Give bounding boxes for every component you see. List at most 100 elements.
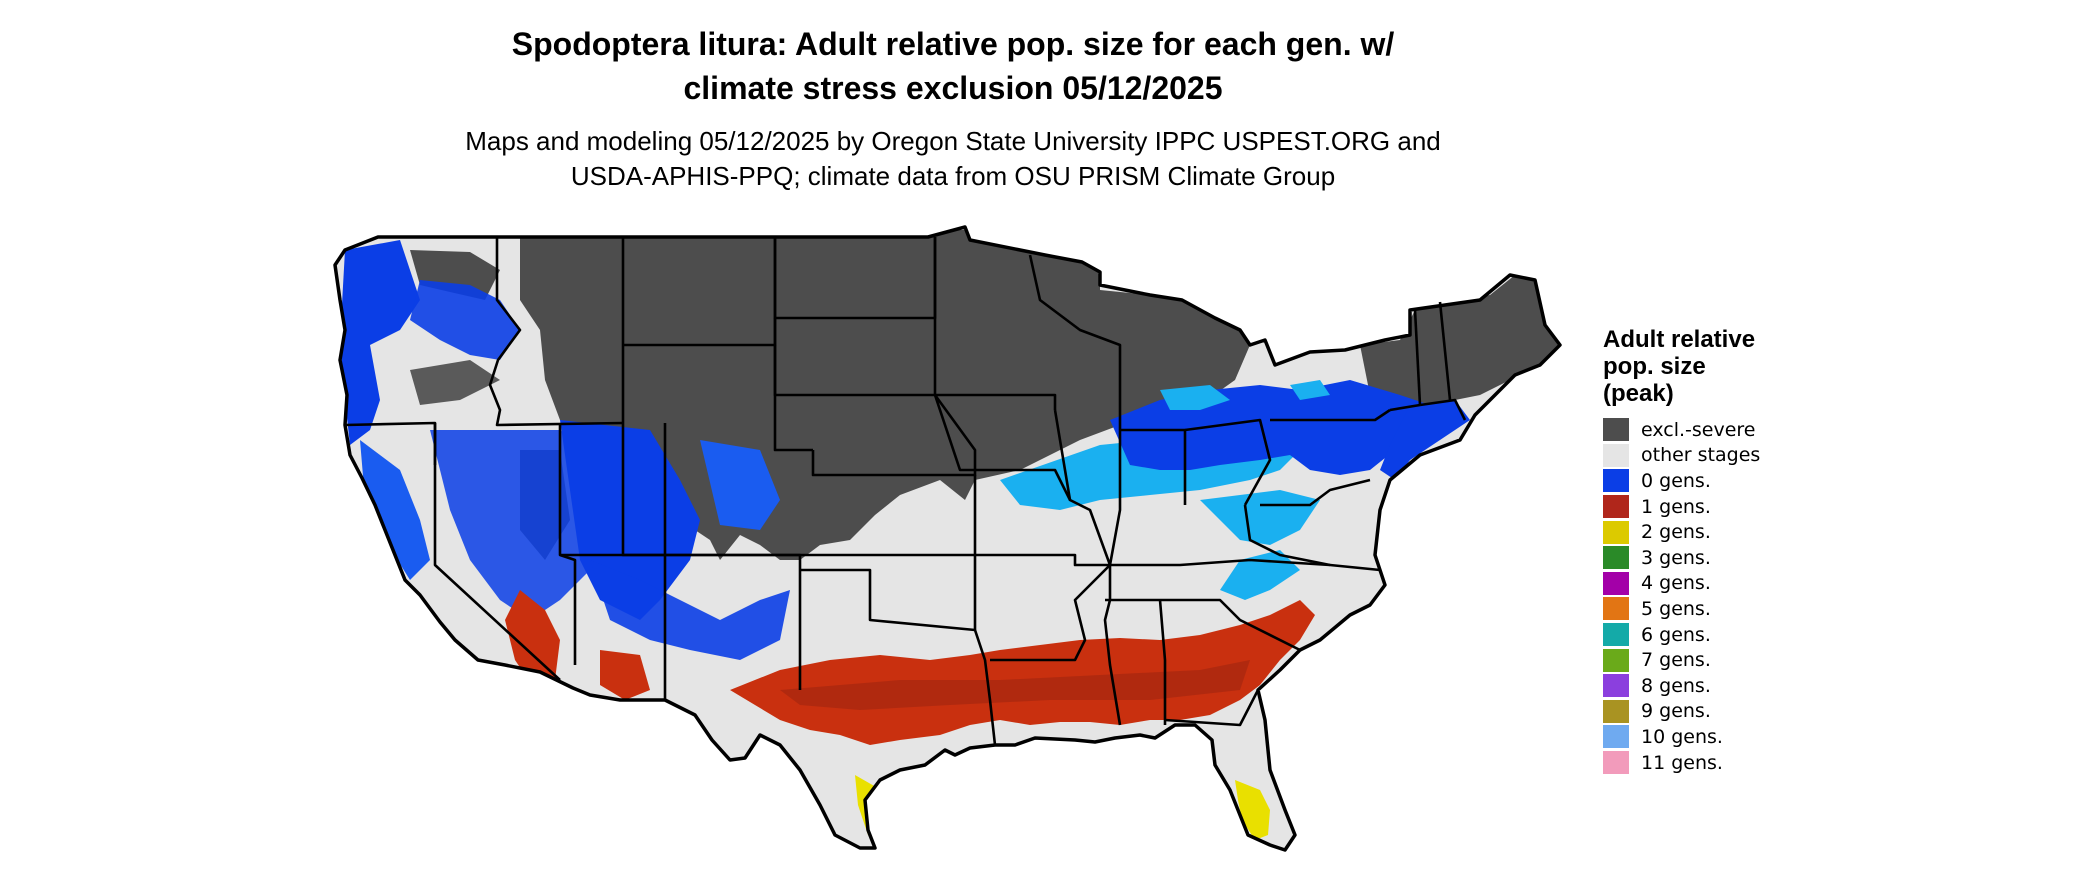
map-title: Spodoptera litura: Adult relative pop. s… — [0, 22, 1906, 110]
legend-item: 2 gens. — [1603, 519, 1823, 545]
legend-title-line-2: pop. size — [1603, 353, 1706, 380]
legend-item: 5 gens. — [1603, 596, 1823, 622]
border-ia-mo — [933, 394, 1072, 501]
legend-label: 2 gens. — [1641, 521, 1711, 544]
border-nv-ut-az — [558, 423, 577, 665]
legend-item: excl.-severe — [1603, 417, 1823, 443]
map-fill-layer — [335, 227, 1560, 850]
border-pa-md — [1260, 478, 1371, 507]
legend-item: 7 gens. — [1603, 647, 1823, 673]
legend-swatch — [1603, 674, 1629, 698]
border-vt-nh — [1413, 309, 1422, 406]
zero-gen-pacific-coast — [340, 240, 420, 445]
legend-title-line-1: Adult relative — [1603, 326, 1756, 353]
excluded-region-northeast — [1360, 275, 1560, 410]
legend-swatch — [1603, 469, 1629, 493]
map-title-line-1: Spodoptera litura: Adult relative pop. s… — [511, 26, 1395, 62]
zero-gen-colorado — [700, 440, 780, 530]
us-outline — [333, 225, 1562, 852]
legend-item: 8 gens. — [1603, 673, 1823, 699]
zero-gen-lake-erie — [1290, 380, 1330, 400]
border-il-in — [1053, 409, 1112, 566]
legend-label: 3 gens. — [1641, 546, 1711, 569]
border-ms-al — [1103, 565, 1122, 726]
legend-label: 10 gens. — [1641, 725, 1723, 748]
legend-label: 6 gens. — [1641, 623, 1711, 646]
legend-swatch — [1603, 648, 1629, 672]
border-nm-tx — [665, 553, 802, 690]
legend-swatch — [1603, 751, 1629, 775]
zero-gen-southwest — [590, 560, 790, 660]
legend-label: 1 gens. — [1641, 495, 1711, 518]
border-wi-mi — [1028, 254, 1122, 410]
legend-swatch — [1603, 699, 1629, 723]
legend-item: 0 gens. — [1603, 468, 1823, 494]
legend-label: other stages — [1641, 444, 1761, 467]
legend-swatch — [1603, 623, 1629, 647]
legend-swatch — [1603, 571, 1629, 595]
border-mo-ar — [975, 553, 1110, 567]
legend-label: 0 gens. — [1641, 469, 1711, 492]
chart-header: Spodoptera litura: Adult relative pop. s… — [0, 22, 1906, 194]
legend-swatch — [1603, 443, 1629, 467]
legend-item: 11 gens. — [1603, 750, 1823, 776]
border-pa-ny — [1270, 408, 1391, 422]
legend-label: 4 gens. — [1641, 572, 1711, 595]
legend-swatch — [1603, 546, 1629, 570]
map-title-line-2: climate stress exclusion 05/12/2025 — [683, 70, 1223, 106]
legend-swatch — [1603, 418, 1629, 442]
border-ma-ct — [1419, 398, 1467, 421]
border-mn-ia — [933, 237, 1057, 410]
border-il-west — [1108, 410, 1122, 566]
map-subtitle: Maps and modeling 05/12/2025 by Oregon S… — [0, 124, 1906, 194]
legend-item: 6 gens. — [1603, 622, 1823, 648]
border-tn-ga-sc — [1105, 598, 1301, 652]
legend-item: 1 gens. — [1603, 494, 1823, 520]
border-nh-me — [1438, 301, 1452, 401]
map-subtitle-line-1: Maps and modeling 05/12/2025 by Oregon S… — [465, 126, 1441, 156]
map-subtitle-line-2: USDA-APHIS-PPQ; climate data from OSU PR… — [570, 161, 1336, 191]
legend-item: 9 gens. — [1603, 699, 1823, 725]
border-idaho-west — [488, 237, 624, 427]
legend-label: excl.-severe — [1641, 418, 1756, 441]
one-gen-arizona — [600, 650, 650, 700]
two-gen-south-florida — [1235, 780, 1270, 840]
border-tx-la — [973, 629, 997, 746]
legend-label: 5 gens. — [1641, 597, 1711, 620]
legend-label: 11 gens. — [1641, 751, 1723, 774]
state-borders — [344, 237, 1467, 746]
border-al-ga — [1158, 599, 1167, 725]
legend-item: 4 gens. — [1603, 571, 1823, 597]
zero-gen-wa-interior — [410, 280, 520, 360]
legend-item: other stages — [1603, 443, 1823, 469]
border-tn-ky — [1110, 558, 1381, 572]
legend-item: 3 gens. — [1603, 545, 1823, 571]
legend-swatch — [1603, 725, 1629, 749]
border-oh-pa — [1184, 418, 1272, 506]
legend-title: Adult relative pop. size (peak) — [1603, 326, 1823, 407]
legend-item: 10 gens. — [1603, 724, 1823, 750]
border-wv-va — [1243, 504, 1331, 567]
legend-label: 7 gens. — [1641, 649, 1711, 672]
border-ga-fl — [1164, 689, 1260, 727]
one-gen-desert-southwest — [505, 590, 560, 690]
one-gen-dark-core — [780, 660, 1250, 710]
legend-label: 9 gens. — [1641, 700, 1711, 723]
excluded-patch-or — [410, 360, 500, 405]
border-sd-ne — [773, 318, 935, 397]
legend-swatch — [1603, 495, 1629, 519]
border-ca-nv — [433, 423, 561, 681]
legend-label: 8 gens. — [1641, 674, 1711, 697]
map-legend: Adult relative pop. size (peak) excl.-se… — [1603, 326, 1823, 775]
legend-swatch — [1603, 520, 1629, 544]
zero-gen-michigan — [1160, 385, 1230, 410]
legend-title-line-3: (peak) — [1603, 380, 1674, 407]
border-ny-ct — [1389, 403, 1421, 412]
legend-swatch — [1603, 597, 1629, 621]
legend-items: excl.-severe other stages 0 gens. 1 gens. 2 … — [1603, 417, 1823, 775]
border-ok-tx — [800, 555, 977, 632]
zero-gen-new-england-coast — [1380, 400, 1470, 480]
zero-gen-norcal — [360, 440, 430, 580]
border-ar-ms — [990, 564, 1111, 662]
